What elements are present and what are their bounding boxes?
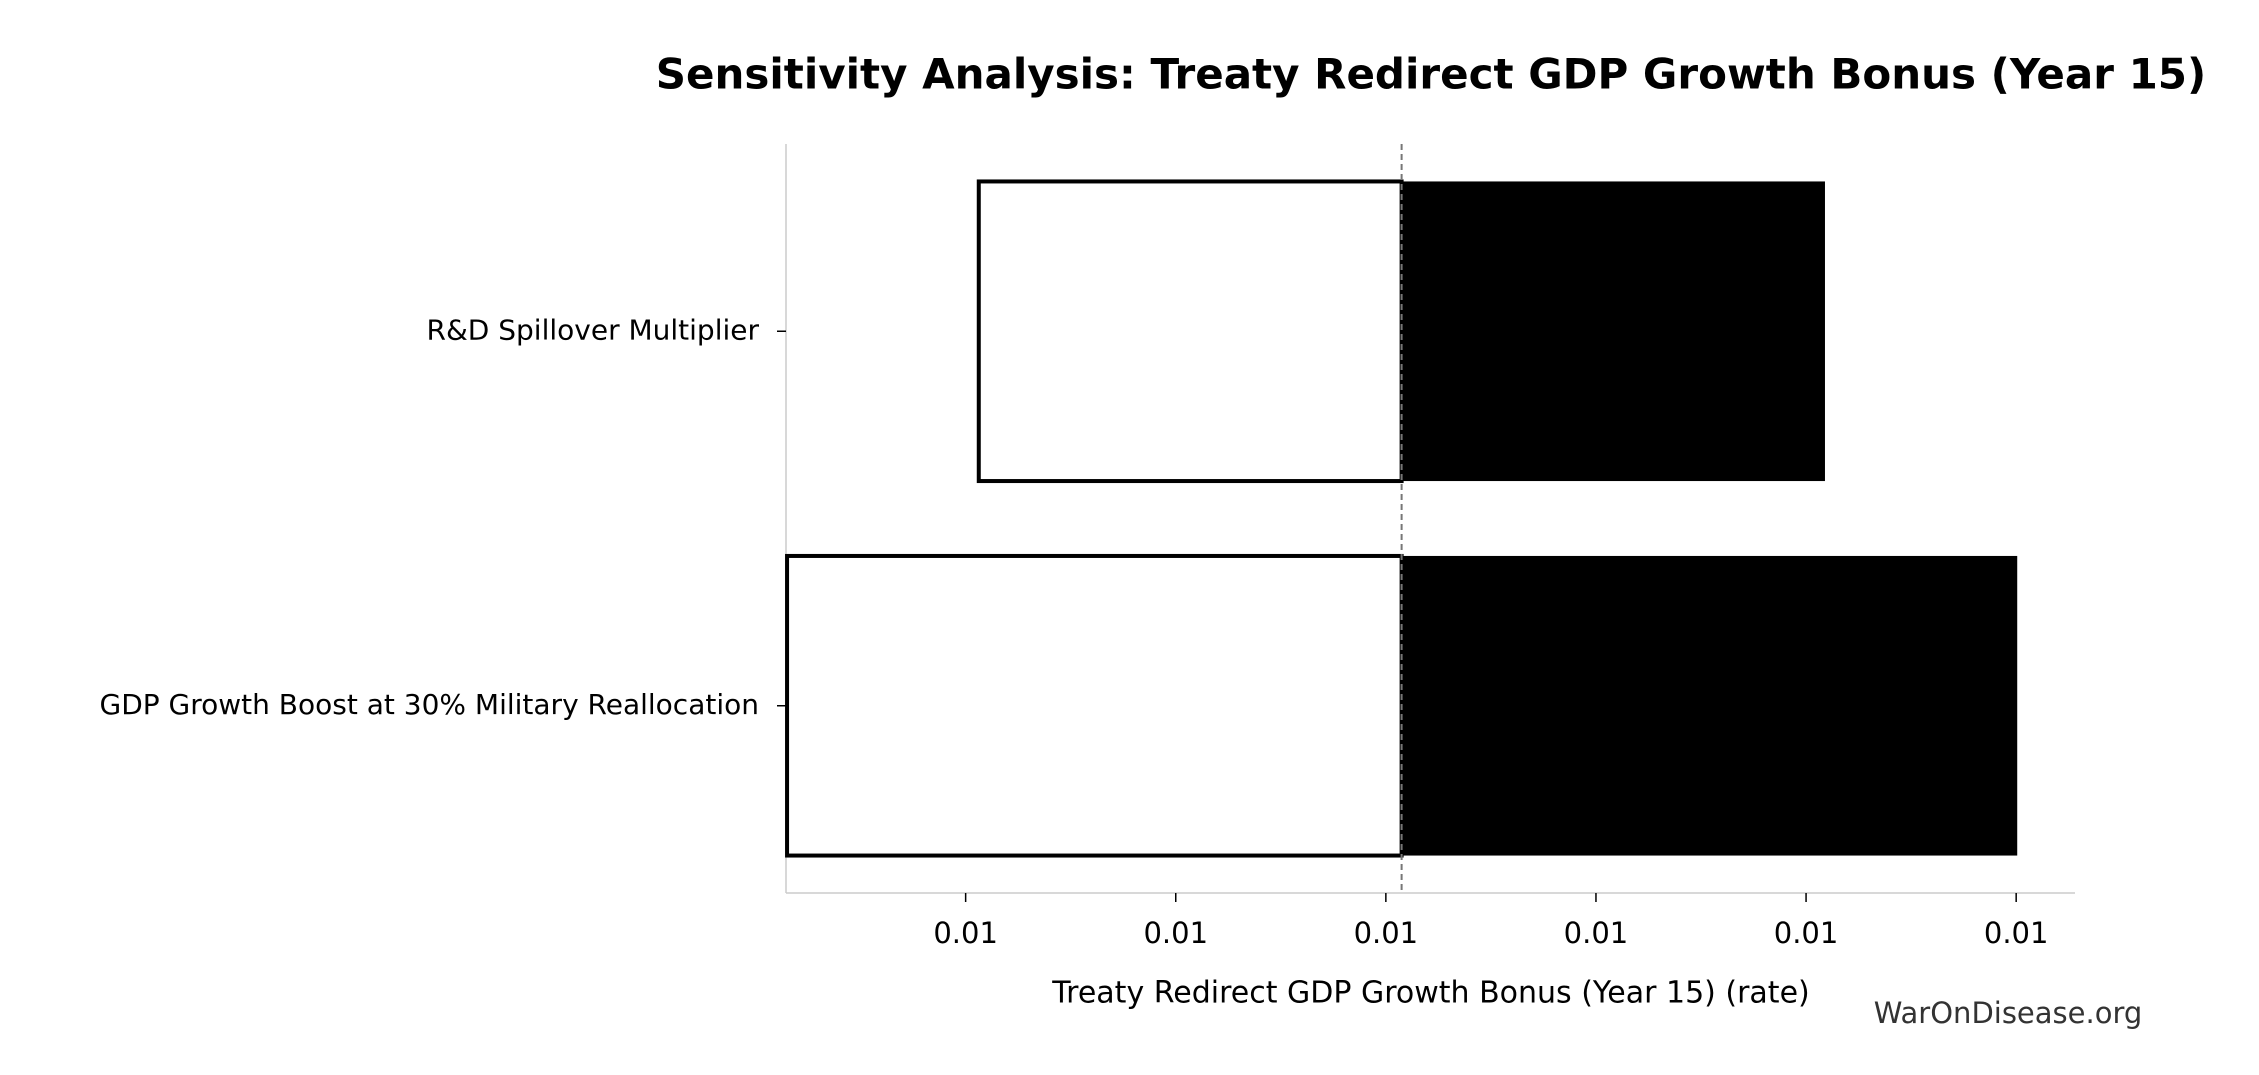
x-tick-label: 0.01 (933, 916, 998, 950)
y-tick-label: GDP Growth Boost at 30% Military Realloc… (100, 688, 759, 721)
x-tick-label: 0.01 (1774, 916, 1839, 950)
chart-title: Sensitivity Analysis: Treaty Redirect GD… (656, 50, 2206, 99)
x-tick-label: 0.01 (1564, 916, 1629, 950)
x-tick-label: 0.01 (1354, 916, 1419, 950)
high-bar (1401, 555, 2018, 856)
low-bar (785, 553, 1404, 858)
y-tick-label: R&D Spillover Multiplier (427, 313, 760, 346)
high-bar (1401, 181, 1825, 482)
x-tick-label: 0.01 (1984, 916, 2049, 950)
watermark: WarOnDisease.org (1874, 996, 2143, 1030)
x-axis-label: Treaty Redirect GDP Growth Bonus (Year 1… (1051, 976, 1810, 1011)
x-tick-label: 0.01 (1143, 916, 1208, 950)
low-bar (976, 179, 1404, 484)
